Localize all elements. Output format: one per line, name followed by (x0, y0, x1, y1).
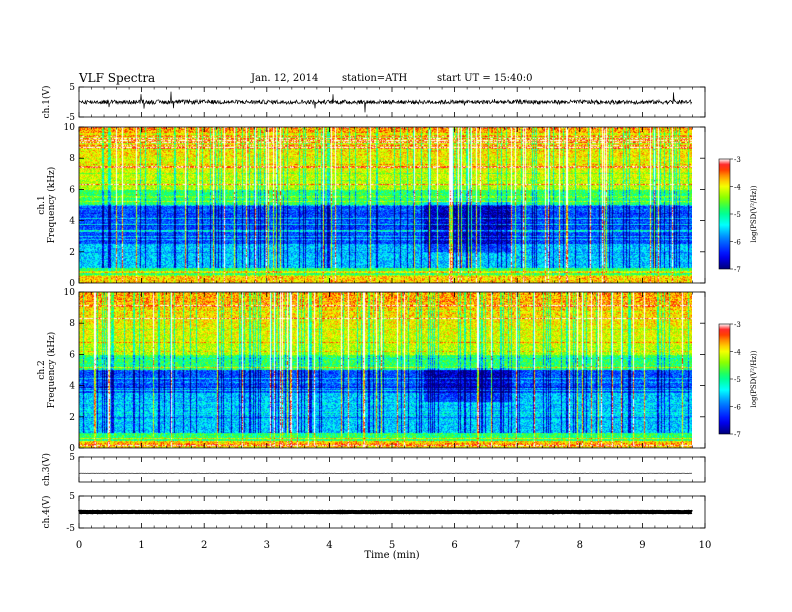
y-tick-label: -5 (66, 524, 75, 534)
colorbar-tick-label: -5 (734, 376, 741, 384)
y-tick-label: 6 (69, 350, 75, 360)
x-tick-label: 2 (201, 540, 207, 551)
y-axis-label: Frequency (kHz) (46, 167, 57, 244)
y-tick-label: 2 (69, 413, 75, 423)
colorbar-tick-label: -3 (734, 156, 741, 164)
y-tick-label: 0 (69, 279, 75, 289)
colorbar-tick-label: -6 (734, 239, 741, 247)
x-tick-label: 9 (639, 540, 645, 551)
y-tick-label: -5 (66, 113, 75, 123)
x-tick-label: 1 (138, 540, 144, 551)
y-tick-label: 4 (69, 217, 75, 227)
colorbar-1 (718, 158, 731, 270)
x-tick-label: 3 (264, 540, 270, 551)
ch1-spectrogram-image (79, 127, 692, 283)
x-tick-label: 6 (451, 540, 457, 551)
start-time-label: start UT = 15:40:0 (437, 73, 533, 84)
y-tick-label: 10 (64, 123, 76, 133)
x-tick-label: 7 (514, 540, 520, 551)
x-axis-label: Time (min) (364, 550, 419, 561)
y-tick-label: 5 (69, 453, 75, 463)
y-tick-label: 8 (69, 154, 75, 164)
colorbar-tick-label: -7 (734, 431, 741, 439)
y-axis-label: ch.1 (37, 195, 47, 214)
colorbar-tick-label: -6 (734, 404, 741, 412)
colorbar-tick-label: -5 (734, 211, 741, 219)
colorbar-label: log(PSD(V²/Hz)) (750, 350, 758, 407)
x-tick-label: 4 (326, 540, 332, 551)
figure-title: VLF Spectra (79, 71, 156, 85)
y-tick-label: 8 (69, 319, 75, 329)
x-tick-label: 10 (699, 540, 712, 551)
ch1-waveform-trace (78, 91, 693, 113)
y-axis-label: ch.2 (37, 360, 47, 379)
colorbar-tick-label: -4 (734, 349, 741, 357)
y-axis-label: ch.1(V) (41, 86, 52, 119)
y-tick-label: 2 (69, 248, 75, 258)
colorbar-label: log(PSD(V²/Hz)) (750, 185, 758, 242)
date-label: Jan. 12, 2014 (251, 73, 319, 84)
y-tick-label: 5 (69, 83, 75, 93)
y-tick-label: 0 (69, 444, 75, 454)
y-axis-label: ch.3(V) (41, 453, 52, 486)
x-tick-label: 0 (76, 540, 82, 551)
colorbar-2 (718, 323, 731, 435)
y-tick-label: 6 (69, 185, 75, 195)
colorbar-tick-label: -3 (734, 321, 741, 329)
ch2-spectrogram-image (79, 292, 692, 448)
axes-layer (78, 86, 733, 529)
y-tick-label: 4 (69, 382, 75, 392)
station-label: station=ATH (342, 73, 408, 84)
spectrogram-images (77, 91, 731, 515)
colorbar-tick-label: -7 (734, 266, 741, 274)
x-tick-label: 5 (389, 540, 395, 551)
y-tick-label: 10 (64, 288, 76, 298)
y-axis-label: ch.4(V) (41, 496, 52, 529)
colorbar-tick-label: -4 (734, 184, 741, 192)
y-tick-label: 5 (69, 492, 75, 502)
x-tick-label: 8 (577, 540, 583, 551)
y-axis-label: Frequency (kHz) (46, 332, 57, 409)
